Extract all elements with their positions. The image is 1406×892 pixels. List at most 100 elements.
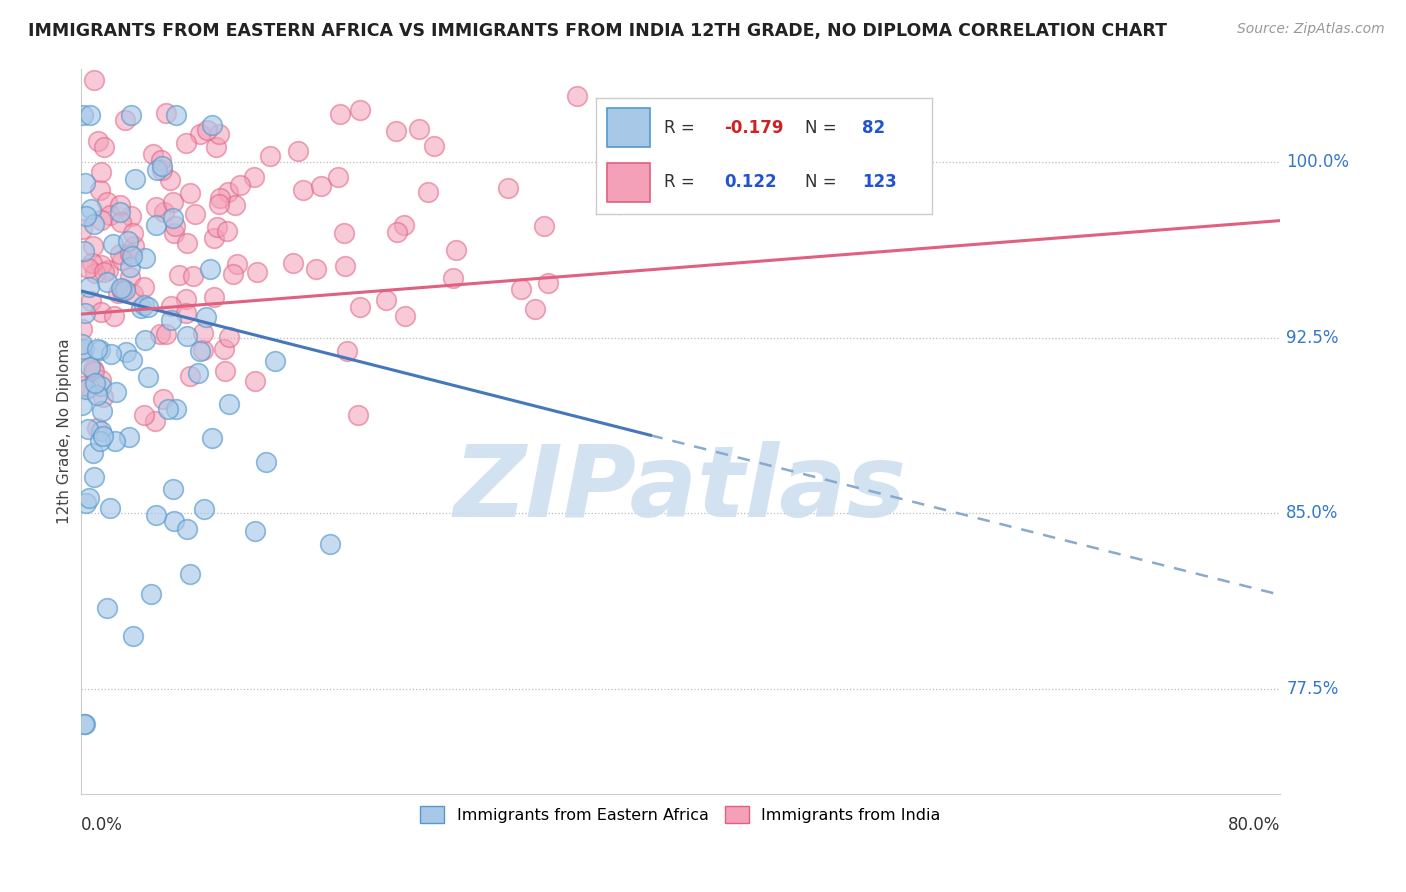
Point [87,134,110,148]
Point [349,301,371,315]
Point [93,390,115,404]
Point [97,262,120,277]
Point [155,327,177,342]
Point [162,211,184,225]
Point [145,200,167,214]
Point [179,567,201,582]
Point [183,268,205,283]
Point [110,282,132,296]
Point [76,261,98,276]
Point [79,359,101,374]
Point [89,183,111,197]
Point [90,373,112,387]
Point [224,198,246,212]
Point [73,306,96,320]
Point [90,403,112,417]
Point [84,376,107,391]
Point [91,429,114,443]
Point [510,282,533,296]
Point [174,136,197,150]
Point [423,139,446,153]
Point [496,180,519,194]
Point [115,345,138,359]
Point [245,524,267,538]
Point [333,226,356,240]
Point [83,217,105,231]
Text: 0.0%: 0.0% [80,815,122,833]
Point [195,310,218,324]
Point [201,118,224,132]
Point [72,398,94,412]
Point [567,88,589,103]
Point [243,374,266,388]
Point [165,402,187,417]
Text: 85.0%: 85.0% [1286,504,1339,522]
Point [375,293,398,307]
Point [214,363,236,377]
Point [176,522,198,536]
Point [328,169,350,184]
Point [89,434,111,448]
Point [131,301,153,316]
Point [163,514,186,528]
Point [209,191,232,205]
Text: Source: ZipAtlas.com: Source: ZipAtlas.com [1237,22,1385,37]
Point [184,207,207,221]
Point [609,196,631,211]
Point [533,219,555,234]
Point [82,256,104,270]
Point [134,251,156,265]
Point [90,424,112,438]
Point [134,409,156,423]
Point [187,366,209,380]
Point [107,285,129,300]
Point [83,470,105,484]
Point [188,343,211,358]
Point [191,343,214,358]
Point [159,173,181,187]
Point [132,298,155,312]
Point [80,202,103,216]
Point [90,304,112,318]
Text: ZIPatlas: ZIPatlas [454,441,907,538]
Point [145,218,167,232]
Point [103,310,125,324]
Text: 92.5%: 92.5% [1286,328,1339,347]
Point [444,243,467,257]
Point [441,270,464,285]
Point [202,231,225,245]
Point [218,330,240,344]
Point [114,113,136,128]
Point [100,346,122,360]
Text: 77.5%: 77.5% [1286,680,1339,698]
Point [82,362,104,376]
Point [145,162,167,177]
Point [143,414,166,428]
Point [73,343,96,357]
Point [82,239,104,253]
Point [75,383,97,397]
Point [96,194,118,209]
Point [70,222,93,236]
Point [217,185,239,199]
Point [304,262,326,277]
Point [176,292,198,306]
Point [83,364,105,378]
Point [90,379,112,393]
Point [86,387,108,401]
Point [208,127,231,141]
Point [176,235,198,250]
Point [254,455,277,469]
Point [150,153,173,168]
Point [77,491,100,506]
Point [77,422,100,436]
Point [79,294,101,309]
Legend: Immigrants from Eastern Africa, Immigrants from India: Immigrants from Eastern Africa, Immigran… [413,800,948,830]
Point [98,208,121,222]
Point [225,257,247,271]
Point [98,500,121,515]
Point [73,176,96,190]
Point [335,259,357,273]
Point [120,209,142,223]
Point [118,430,141,444]
